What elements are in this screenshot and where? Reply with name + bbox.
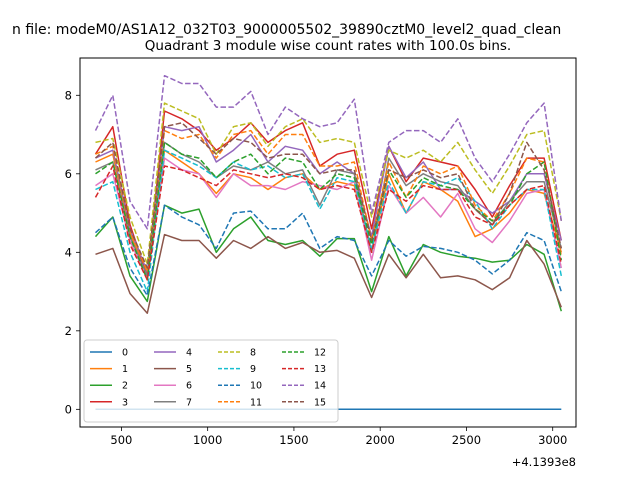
figure-suptitle: n file: modeM0/AS1A12_032T03_9000005502_…	[12, 22, 561, 38]
series-line-11	[95, 129, 563, 273]
series-line-15	[94, 122, 563, 269]
y-tick-label: 2	[65, 324, 72, 338]
x-tick-label: 2000	[366, 433, 395, 447]
y-axis: 0 2 4 6 8	[65, 88, 80, 416]
legend-label-15: 15	[314, 397, 326, 408]
y-tick-label: 4	[65, 245, 72, 259]
legend-label-6: 6	[186, 381, 192, 392]
series-line-5	[95, 233, 562, 314]
legend-label-10: 10	[250, 381, 262, 392]
legend-label-4: 4	[186, 348, 192, 359]
series-line-12	[95, 141, 563, 281]
series-line-8	[95, 102, 563, 265]
series-line-1	[95, 149, 563, 277]
legend-label-7: 7	[186, 397, 192, 408]
legend-label-14: 14	[314, 381, 326, 392]
legend-label-8: 8	[250, 348, 256, 359]
series-line-13	[94, 165, 563, 281]
legend-label-9: 9	[250, 364, 256, 375]
y-tick-label: 6	[65, 167, 72, 181]
legend-label-2: 2	[122, 381, 128, 392]
x-tick-label: 500	[110, 433, 132, 447]
x-tick-label: 2500	[452, 433, 481, 447]
legend-label-5: 5	[186, 364, 192, 375]
legend-label-3: 3	[122, 397, 128, 408]
series-line-2	[94, 204, 563, 312]
series-line-4	[95, 125, 563, 273]
legend-label-1: 1	[122, 364, 128, 375]
y-tick-label: 0	[65, 402, 72, 416]
y-tick-label: 8	[65, 88, 72, 102]
x-axis: 500 1000 1500 2000 2500 3000	[110, 427, 567, 447]
series-line-3	[94, 110, 563, 277]
x-offset-label: +4.1393e8	[512, 455, 576, 469]
series-line-14	[94, 74, 563, 230]
legend-label-12: 12	[314, 348, 326, 359]
series-line-7	[95, 141, 563, 277]
x-tick-label: 1000	[193, 433, 222, 447]
legend-box	[83, 339, 339, 423]
series-line-10	[94, 204, 563, 297]
x-tick-label: 1500	[279, 433, 308, 447]
chart-title: Quadrant 3 module wise count rates with …	[145, 38, 511, 54]
legend-label-13: 13	[314, 364, 326, 375]
legend-label-0: 0	[122, 348, 128, 359]
series-layer	[94, 74, 563, 411]
x-tick-label: 3000	[538, 433, 567, 447]
plot-frame	[79, 57, 577, 428]
legend-label-11: 11	[250, 397, 262, 408]
